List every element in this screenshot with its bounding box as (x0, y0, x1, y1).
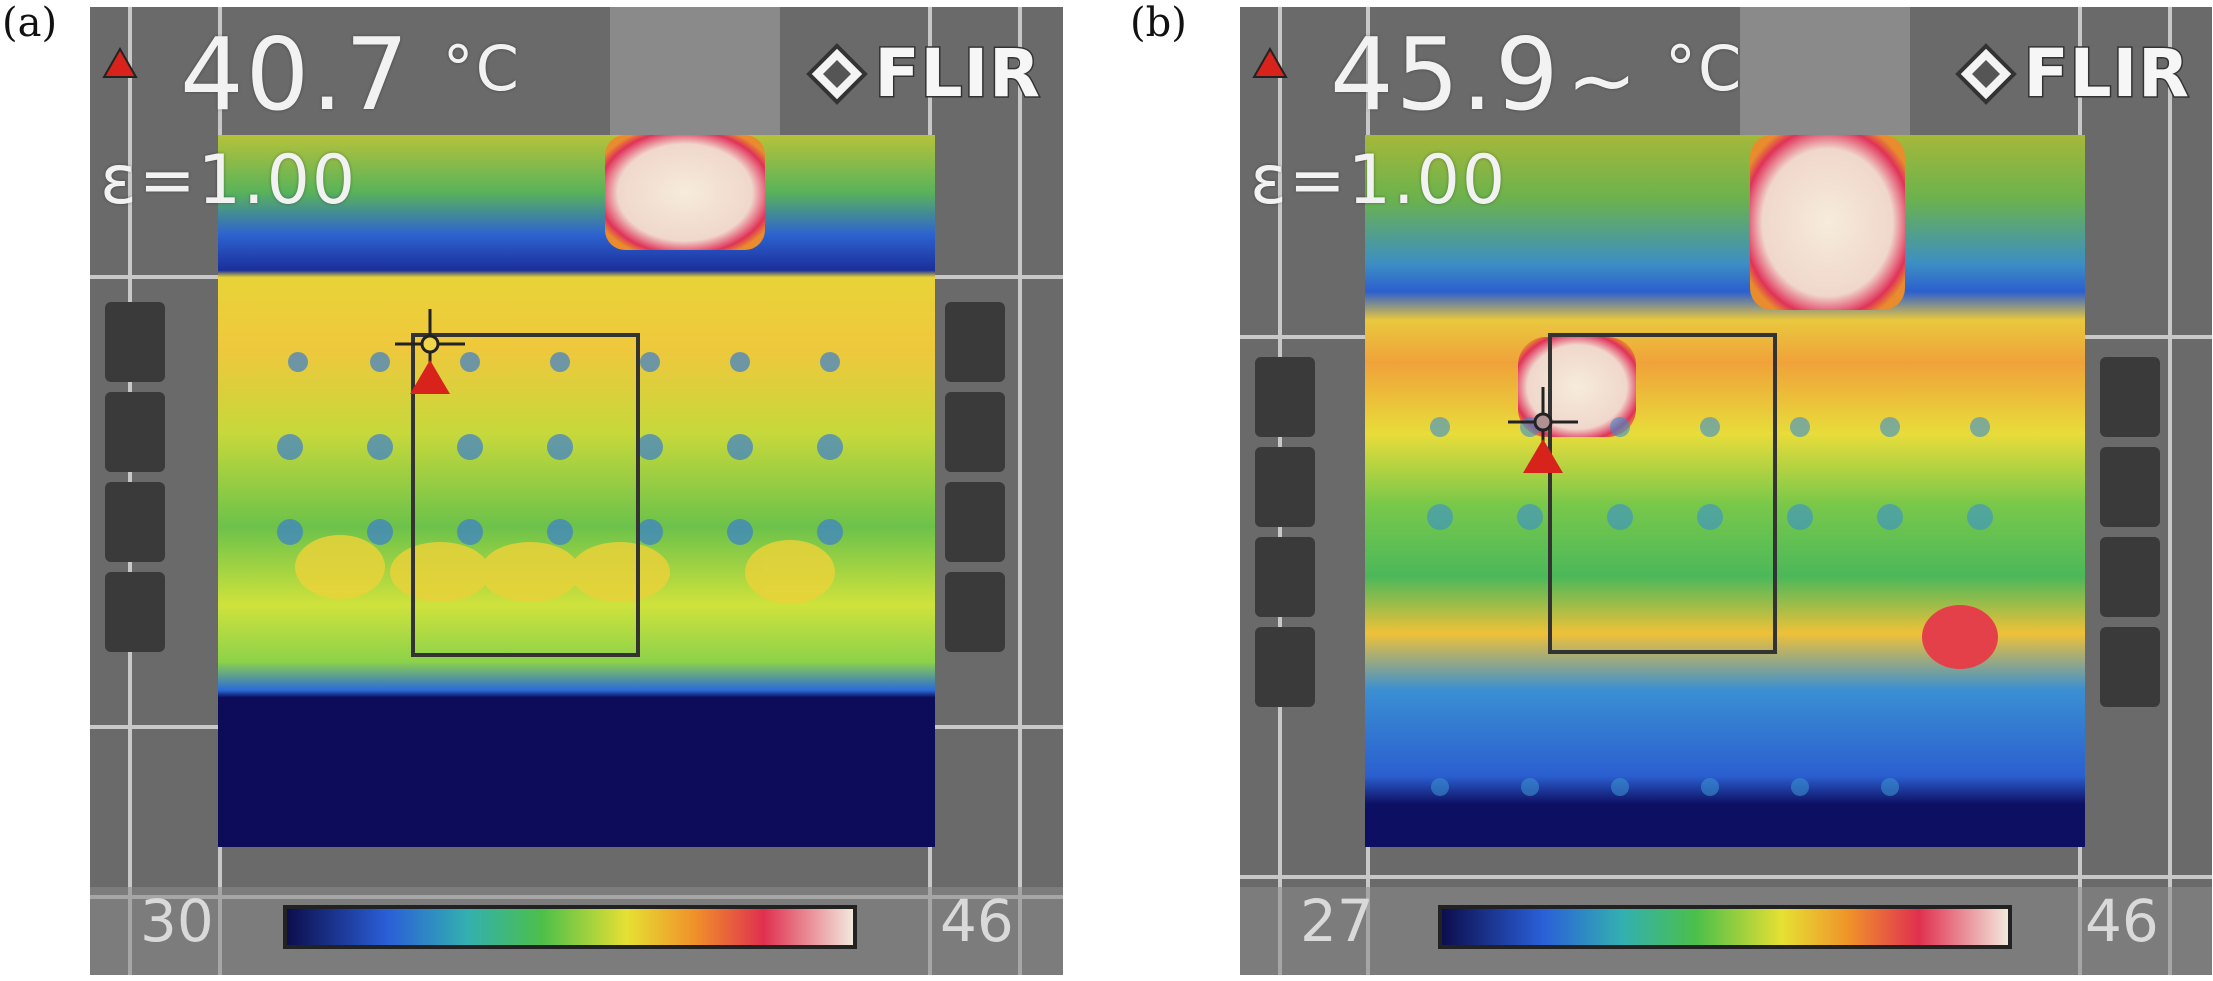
temperature-reading-a: 40.7 °C (180, 16, 521, 133)
temperature-reading-b: 45.9~ °C (1330, 16, 1744, 133)
temperature-unit-b: °C (1665, 32, 1744, 105)
scale-min-b: 27 (1300, 887, 1374, 955)
thermal-image-b: 45.9~ °C ε=1.00 FLIR 27 46 (1240, 7, 2212, 975)
thermal-image-a: 40.7 °C ε=1.00 FLIR 30 46 (90, 7, 1063, 975)
emissivity-a: ε=1.00 (100, 141, 358, 220)
temperature-unit-a: °C (442, 32, 521, 105)
flir-logo-icon (806, 42, 869, 105)
flir-brand-a: FLIR (806, 34, 1041, 114)
panel-label-a: (a) (2, 0, 58, 46)
scale-min-a: 30 (140, 887, 214, 955)
thermal-scene-a (90, 7, 1063, 975)
flir-logo-icon (1955, 42, 2018, 105)
panel-label-b: (b) (1130, 0, 1187, 46)
max-temperature-triangle-icon (102, 46, 138, 78)
scale-max-b: 46 (2085, 887, 2159, 955)
flir-brand-b: FLIR (1955, 34, 2190, 114)
scale-max-a: 46 (940, 887, 1014, 955)
thermal-scene-b (1240, 7, 2212, 975)
max-temperature-triangle-icon (1252, 46, 1288, 78)
emissivity-b: ε=1.00 (1250, 141, 1508, 220)
